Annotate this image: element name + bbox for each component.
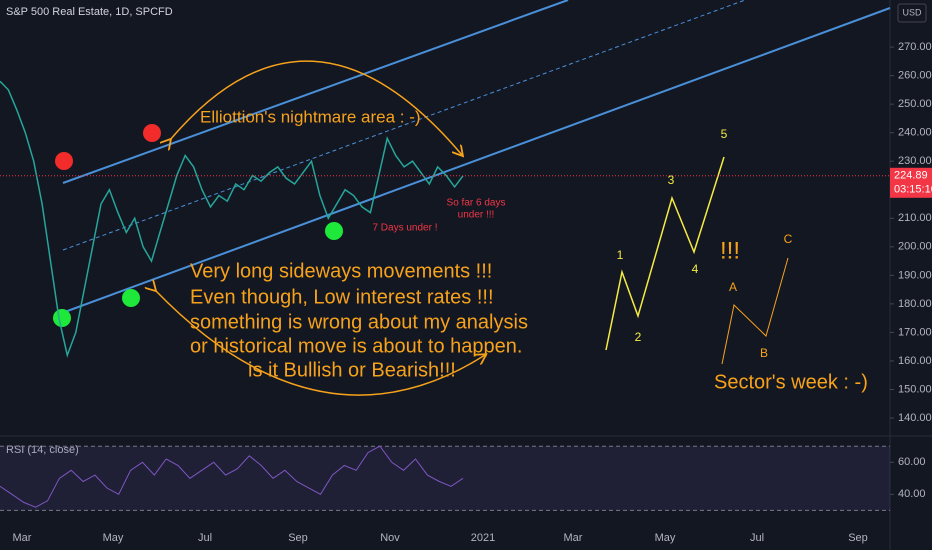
price-line — [0, 80, 464, 358]
x-tick-label: Mar — [13, 532, 32, 544]
y-tick-label: 170.00 — [898, 326, 932, 338]
wave-label: 2 — [635, 330, 642, 344]
rsi-pane — [0, 438, 890, 524]
x-tick-label: 2021 — [471, 532, 495, 544]
last-price: 224.89 — [894, 170, 928, 182]
x-tick-label: Sep — [848, 532, 868, 544]
channel-lower — [61, 7, 891, 314]
wave-label: B — [760, 346, 768, 360]
annotation: 7 Days under ! — [372, 223, 437, 234]
x-tick-label: Nov — [380, 532, 400, 544]
green-dot — [122, 289, 140, 307]
y-tick-label: 40.00 — [898, 488, 926, 500]
x-tick-label: May — [655, 532, 676, 544]
wave-label: 1 — [617, 248, 624, 262]
wave-label: 5 — [721, 127, 728, 141]
y-tick-label: 150.00 — [898, 383, 932, 395]
last-price-badge — [890, 167, 932, 198]
annotation: Even though, Low interest rates !!! — [190, 286, 494, 308]
y-tick-label: 190.00 — [898, 269, 932, 281]
y-tick-label: 180.00 — [898, 298, 932, 310]
green-dot — [53, 309, 71, 327]
channel-mid — [62, 0, 746, 251]
y-tick-label: 160.00 — [898, 355, 932, 367]
y-tick-label: 60.00 — [898, 456, 926, 468]
annotation: under !!! — [458, 210, 495, 221]
arc-bottom — [155, 290, 485, 396]
wave-label: C — [784, 232, 793, 246]
annotation: So far 6 days — [447, 198, 506, 209]
currency[interactable]: USD — [902, 7, 922, 17]
rsi-title: RSI (14, close) — [6, 444, 79, 456]
wave-label: 4 — [692, 262, 699, 276]
annotation: Very long sideways movements !!! — [190, 260, 492, 282]
y-tick-label: 230.00 — [898, 155, 932, 167]
countdown: 03:15:10 — [894, 184, 932, 196]
wave-label: A — [729, 280, 737, 294]
x-tick-label: Mar — [564, 532, 583, 544]
wave-label: 3 — [668, 173, 675, 187]
annotation: Sector's week : -) — [714, 371, 868, 393]
y-tick-label: 210.00 — [898, 212, 932, 224]
rsi-line — [0, 445, 464, 508]
annotation: Elliottion's nightmare area : -) — [200, 107, 421, 126]
y-tick-label: 250.00 — [898, 98, 932, 110]
red-dot — [143, 124, 161, 142]
arc-top — [170, 60, 462, 155]
annotation: is it Bullish or Bearish!!! — [248, 359, 456, 381]
annotation: !!! — [720, 237, 740, 264]
red-dot — [55, 152, 73, 170]
rsi-band-fill — [0, 446, 890, 511]
annotation: something is wrong about my analysis — [190, 311, 528, 333]
channel-upper — [62, 0, 569, 184]
x-tick-label: Sep — [288, 532, 308, 544]
corrective-wave — [721, 257, 789, 365]
y-tick-label: 260.00 — [898, 70, 932, 82]
green-dot — [325, 222, 343, 240]
x-tick-label: May — [103, 532, 124, 544]
y-tick-label: 140.00 — [898, 412, 932, 424]
y-tick-label: 270.00 — [898, 41, 932, 53]
x-tick-label: Jul — [750, 532, 764, 544]
chart-title: S&P 500 Real Estate, 1D, SPCFD — [6, 6, 173, 18]
impulse-wave — [605, 156, 725, 351]
y-tick-label: 200.00 — [898, 241, 932, 253]
y-tick-label: 240.00 — [898, 127, 932, 139]
annotation: or historical move is about to happen. — [190, 335, 522, 357]
currency-box[interactable] — [897, 3, 927, 23]
x-tick-label: Jul — [198, 532, 212, 544]
